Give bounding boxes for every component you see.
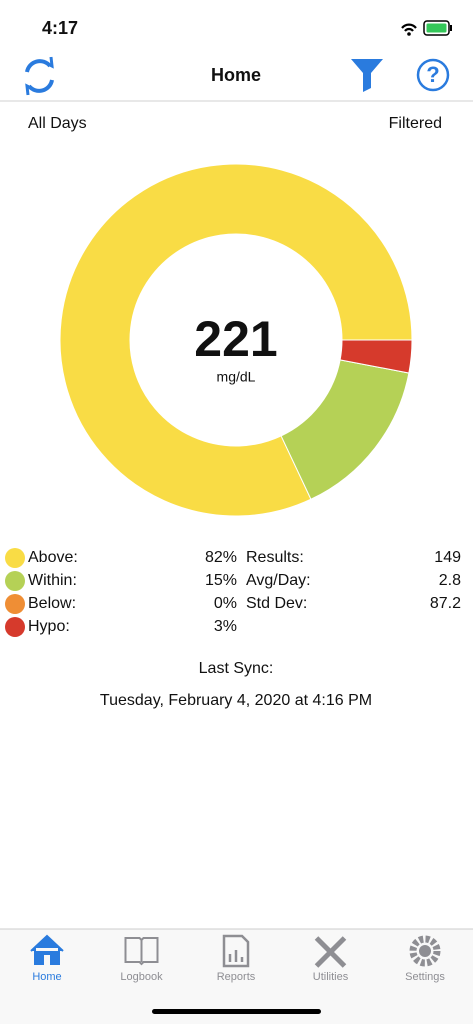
legend-label: Below:	[28, 595, 76, 612]
center-value: 221	[194, 311, 277, 367]
legend-label: Within:	[28, 572, 77, 589]
sync-label: Last Sync:	[199, 660, 274, 677]
center-unit: mg/dL	[217, 369, 256, 385]
tab-label: Utilities	[313, 971, 349, 983]
legend-percent: 15%	[205, 572, 237, 589]
stat-label: Std Dev:	[246, 595, 307, 612]
svg-text:?: ?	[426, 62, 439, 87]
legend-label: Hypo:	[28, 618, 70, 635]
tab-icon	[124, 937, 159, 966]
legend-percent: 0%	[214, 595, 237, 612]
stat-label: Results:	[246, 549, 304, 566]
tab-button[interactable]: Settings	[405, 935, 445, 983]
nav-title: Home	[211, 65, 261, 85]
filter-button[interactable]	[351, 59, 383, 92]
status-time: 4:17	[42, 18, 78, 38]
home-indicator	[152, 1009, 321, 1014]
donut-segment	[59, 163, 413, 517]
legend-percent: 82%	[205, 549, 237, 566]
tabs: Home Logbook Reports Utilities Settings	[30, 934, 445, 983]
refresh-button[interactable]	[25, 56, 54, 96]
legend-swatch	[5, 617, 25, 637]
legend-label: Above:	[28, 549, 78, 566]
legend-swatch	[5, 594, 25, 614]
legend-swatch	[5, 548, 25, 568]
stat-value: 149	[434, 549, 461, 566]
tab-button[interactable]: Logbook	[120, 937, 163, 983]
tab-label: Logbook	[120, 971, 163, 983]
stat-label: Avg/Day:	[246, 572, 311, 589]
legend: Above: 82% Within: 15% Below: 0% Hypo: 3%	[5, 548, 237, 637]
tab-icon	[30, 934, 64, 965]
tab-button[interactable]: Utilities	[313, 936, 349, 983]
tab-label: Reports	[217, 971, 256, 983]
tab-button[interactable]: Reports	[217, 934, 256, 983]
tab-button[interactable]: Home	[30, 934, 64, 983]
tab-icon	[222, 934, 250, 968]
stats: Results: 149 Avg/Day: 2.8 Std Dev: 87.2	[246, 549, 461, 612]
help-button[interactable]: ?	[416, 58, 450, 92]
tab-icon	[409, 935, 441, 967]
stat-value: 2.8	[439, 572, 461, 589]
stat-value: 87.2	[430, 595, 461, 612]
tab-icon	[314, 936, 347, 968]
donut-segment	[339, 339, 413, 374]
filter-label: Filtered	[389, 115, 442, 132]
status-icons	[401, 20, 452, 36]
legend-swatch	[5, 571, 25, 591]
range-label: All Days	[28, 115, 87, 132]
tab-label: Home	[32, 971, 61, 983]
tab-icon-hub	[419, 945, 431, 957]
donut-chart	[59, 163, 413, 517]
tab-label: Settings	[405, 971, 445, 983]
sync-date: Tuesday, February 4, 2020 at 4:16 PM	[100, 692, 372, 709]
tab-bar	[0, 929, 473, 1024]
legend-percent: 3%	[214, 618, 237, 635]
